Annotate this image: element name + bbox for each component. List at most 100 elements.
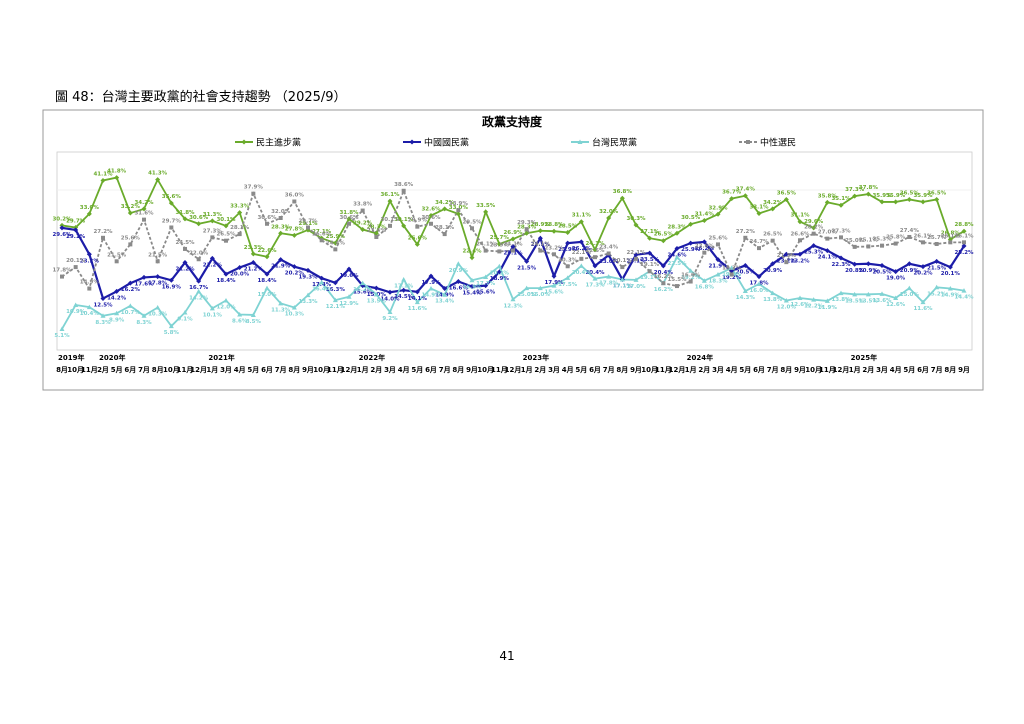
data-label: 8.3%: [95, 320, 111, 326]
data-label: 12.0%: [216, 305, 236, 311]
data-label: 32.0%: [271, 209, 291, 215]
data-label: 35.8%: [818, 193, 838, 199]
data-point: [415, 224, 420, 229]
data-point: [141, 313, 147, 318]
data-label: 18.4%: [257, 278, 277, 284]
data-point: [880, 243, 884, 248]
data-label: 26.6%: [790, 231, 810, 237]
data-point: [660, 238, 666, 244]
data-point: [196, 288, 202, 294]
data-point: [592, 263, 598, 269]
data-label: 14.4%: [954, 295, 974, 301]
data-point: [606, 215, 612, 221]
data-point: [306, 225, 310, 230]
x-tick-label: 7月: [767, 366, 779, 374]
x-tick-label: 4月: [562, 366, 574, 374]
data-label: 36.5%: [927, 190, 947, 196]
data-point: [824, 199, 830, 205]
x-tick-label: 2月: [698, 366, 710, 374]
data-label: 24.5%: [175, 240, 195, 246]
data-label: 25.6%: [708, 235, 728, 241]
x-tick-label: 6月: [917, 366, 929, 374]
data-point: [756, 210, 762, 216]
data-label: 21.5%: [517, 265, 537, 271]
data-label: 29.3%: [517, 220, 537, 226]
data-label: 33.8%: [353, 202, 373, 208]
data-label: 33.1%: [749, 204, 769, 210]
data-point: [483, 274, 489, 279]
data-point: [374, 234, 379, 239]
x-tick-label: 11月: [655, 366, 672, 374]
data-label: 29.7%: [298, 218, 318, 224]
data-point: [893, 241, 898, 246]
data-point: [223, 298, 229, 303]
data-label: 15.5%: [667, 277, 687, 283]
data-label: 30.1%: [216, 217, 236, 223]
data-label: 20.4%: [654, 270, 674, 276]
data-point: [633, 222, 639, 228]
data-point: [524, 227, 529, 232]
data-point: [264, 285, 270, 291]
data-label: 17.8%: [52, 268, 72, 274]
data-point: [552, 252, 556, 257]
data-label: 35.9%: [872, 193, 892, 199]
data-point: [428, 273, 434, 279]
data-point: [87, 286, 92, 291]
data-point: [961, 288, 967, 293]
data-point: [428, 213, 434, 219]
data-label: 23.2%: [544, 245, 564, 251]
data-point: [524, 285, 530, 291]
data-point: [455, 211, 461, 217]
data-point: [455, 279, 461, 285]
data-label: 31.8%: [175, 210, 195, 216]
data-point: [387, 289, 393, 295]
x-tick-label: 1月: [357, 366, 369, 374]
data-label: 37.3%: [845, 187, 865, 193]
data-point: [921, 240, 925, 245]
x-tick-label: 12月: [190, 366, 207, 374]
data-label: 29.7%: [66, 218, 86, 224]
data-point: [866, 244, 871, 249]
data-label: 22.0%: [189, 250, 209, 256]
x-tick-label: 7月: [439, 366, 451, 374]
data-point: [73, 227, 79, 233]
data-label: 30.6%: [421, 215, 441, 221]
data-point: [168, 323, 174, 329]
year-label: 2024年: [687, 353, 713, 362]
data-point: [511, 248, 515, 253]
data-point: [209, 255, 215, 261]
data-point: [114, 259, 119, 264]
data-label: 25.6%: [408, 235, 428, 241]
data-point: [811, 231, 816, 236]
data-label: 20.1%: [941, 271, 961, 277]
data-point: [237, 312, 243, 317]
data-point: [59, 326, 65, 331]
data-point: [565, 240, 571, 246]
data-point: [127, 280, 133, 286]
data-label: 29.1%: [298, 221, 318, 227]
data-label: 26.5%: [763, 232, 783, 238]
data-point: [742, 288, 748, 294]
data-point: [360, 227, 366, 233]
data-label: 33.0%: [449, 205, 469, 211]
data-label: 23.5%: [640, 257, 660, 263]
data-point: [86, 304, 92, 310]
data-label: 14.1%: [408, 296, 428, 302]
data-point: [278, 300, 284, 306]
data-point: [155, 274, 161, 280]
data-label: 27.1%: [312, 229, 332, 235]
data-point: [346, 294, 352, 299]
x-tick-label: 10月: [67, 366, 84, 374]
data-point: [906, 285, 912, 291]
data-label: 10.4%: [80, 311, 100, 317]
data-point: [593, 255, 597, 260]
data-label: 28.3%: [667, 224, 687, 230]
data-label: 23.2%: [790, 258, 810, 264]
x-tick-label: 8月: [288, 366, 300, 374]
x-tick-label: 9月: [302, 366, 314, 374]
data-point: [209, 218, 215, 224]
data-point: [715, 257, 721, 263]
data-label: 8.6%: [232, 319, 248, 325]
data-point: [496, 269, 502, 275]
x-tick-label: 2月: [97, 366, 109, 374]
